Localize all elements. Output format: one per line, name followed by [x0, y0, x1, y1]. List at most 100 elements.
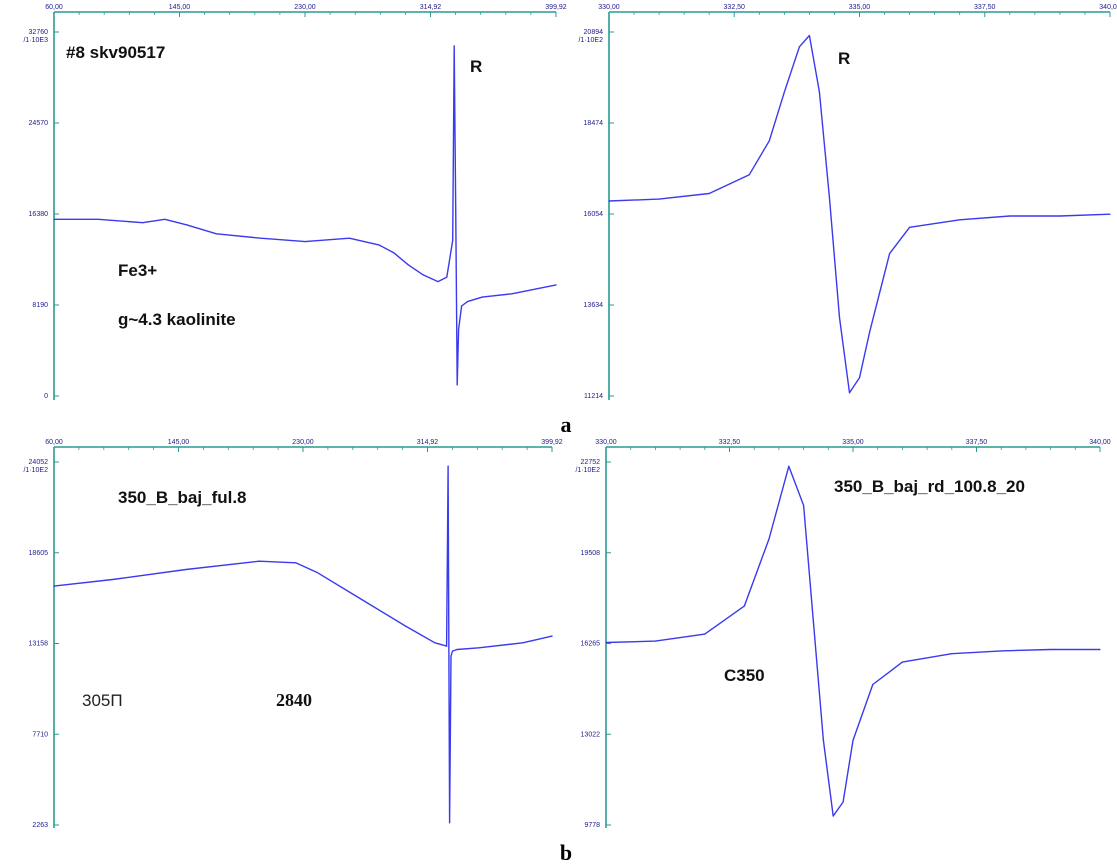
spectrum-point: [608, 200, 610, 202]
spectrum-line: [54, 45, 557, 386]
spectrum-point: [97, 218, 99, 220]
spectrum-point: [447, 465, 449, 467]
x-tick-label: 399,92: [541, 439, 563, 446]
spectrum-point: [456, 648, 458, 651]
spectrum-point: [461, 305, 463, 307]
spectrum-point: [555, 284, 557, 286]
spectrum-point: [449, 822, 451, 824]
spectrum-point: [186, 224, 188, 226]
spectrum-point: [808, 34, 811, 37]
y-tick-label: 16054: [584, 211, 604, 218]
y-tick-label: 24052: [29, 459, 49, 466]
panel-b-left-chart: 60,00 145,00 230,00 314,92 399,92 24052 18605 1…: [23, 439, 562, 829]
spectrum-point: [1009, 215, 1011, 217]
spectrum-point: [446, 645, 448, 647]
x-tick-label: 60,00: [45, 4, 63, 11]
spectrum-point: [407, 264, 409, 266]
spectrum-point: [142, 222, 144, 224]
sample-label-annotation: 350_B_baj_ful.8: [118, 488, 247, 507]
spectrum-point: [304, 241, 306, 243]
panel-b-right-chart: 330,00 332,50 335,00 337,50 340,00 22752 19508…: [575, 439, 1110, 829]
y-tick-label: 19508: [581, 550, 601, 557]
panel-label-a: a: [561, 412, 572, 437]
fe3-annotation: Fe3+: [118, 261, 157, 280]
x-tick-label: 330,00: [598, 4, 620, 11]
panel-a-left-chart: 60,00 145,00 230,00 314,92 399,92 32760 24570 1…: [23, 4, 567, 400]
spectrum-point: [959, 219, 961, 221]
spectrum-point: [852, 739, 854, 742]
x-tick-label: 335,00: [849, 4, 871, 11]
y-tick-label: 13022: [581, 731, 601, 738]
spectrum-point: [832, 815, 834, 817]
y-tick-label: 18474: [584, 120, 604, 127]
spectrum-point: [53, 585, 55, 587]
y-tick-label: 32760: [29, 29, 49, 36]
y-tick-label: 20894: [584, 29, 604, 36]
x-tick-label: 337,50: [974, 4, 996, 11]
spectrum-point: [658, 198, 660, 200]
spectrum-point: [768, 140, 770, 142]
spectrum-point: [654, 640, 657, 642]
x-tick-label: 230,00: [292, 439, 314, 446]
spectrum-point: [818, 91, 821, 93]
spectrum-point: [451, 650, 454, 652]
x-tick-label: 340,00: [1099, 4, 1117, 11]
spectrum-point: [53, 218, 55, 220]
spectrum-point: [812, 622, 815, 624]
spectrum-point: [295, 562, 297, 564]
code-305p-annotation: 305П: [82, 691, 123, 710]
spectrum-point: [437, 281, 439, 283]
x-tick-label: 340,00: [1089, 439, 1111, 446]
spectrum-point: [258, 560, 260, 562]
y-tick-label: 9778: [584, 822, 600, 829]
spectrum-point: [466, 301, 469, 303]
x-tick-label: 314,92: [417, 439, 439, 446]
spectrum-point: [361, 598, 363, 601]
x-tick-label: 230,00: [294, 4, 316, 11]
x-tick-label: 335,00: [842, 439, 864, 446]
spectrum-point: [260, 237, 262, 239]
spectrum-point: [215, 233, 217, 235]
number-2840-annotation: 2840: [276, 690, 312, 710]
spectrum-point: [1000, 650, 1002, 652]
panel-a-right-chart: 330,00 332,50 335,00 337,50 340,00 20894 18474…: [578, 4, 1117, 400]
y-tick-label: 13634: [584, 302, 604, 309]
spectrum-point: [458, 328, 460, 330]
spectrum-point: [185, 568, 187, 571]
spectrum-point: [112, 578, 114, 581]
y-unit-label: /1·10E2: [575, 467, 600, 474]
spectrum-point: [1109, 213, 1111, 215]
spectrum-point: [909, 226, 911, 228]
x-tick-label: 314,92: [420, 4, 442, 11]
g-kaolinite-annotation: g~4.3 kaolinite: [118, 310, 236, 329]
spectrum-point: [803, 504, 805, 506]
spectrum-point: [422, 274, 424, 276]
y-tick-label: 2263: [32, 822, 48, 829]
y-tick-label: 0: [44, 393, 48, 400]
y-tick-label: 7710: [32, 731, 48, 738]
x-tick-label: 337,50: [966, 439, 988, 446]
spectrum-point: [551, 635, 553, 637]
spectrum-point: [434, 642, 436, 644]
y-tick-label: 18605: [29, 550, 49, 557]
y-tick-label: 24570: [29, 120, 49, 127]
x-tick-label: 60,00: [45, 439, 63, 446]
spectrum-point: [446, 276, 448, 278]
spectrum-point: [378, 244, 380, 246]
x-tick-label: 145,00: [169, 4, 191, 11]
spectrum-point: [788, 465, 790, 467]
spectrum-point: [868, 332, 871, 334]
reference-r-annotation: R: [838, 49, 850, 68]
spectrum-point: [405, 625, 407, 627]
spectrum-line: [53, 465, 553, 824]
y-tick-label: 8190: [32, 302, 48, 309]
spectrum-point: [768, 538, 770, 540]
spectrum-point: [450, 655, 452, 657]
spectrum-point: [1050, 648, 1052, 651]
spectrum-point: [748, 174, 750, 176]
spectrum-point: [1059, 215, 1061, 217]
spectrum-line: [608, 34, 1111, 394]
spectrum-point: [704, 633, 706, 635]
spectrum-point: [743, 605, 745, 607]
